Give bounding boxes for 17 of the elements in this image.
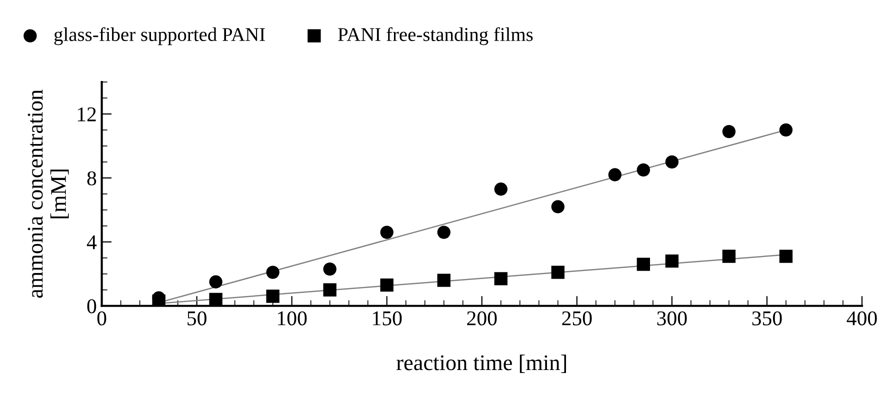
legend-label: PANI free-standing films <box>338 27 533 46</box>
y-tick-label: 12 <box>78 107 96 122</box>
legend-label: glass-fiber supported PANI <box>54 27 265 46</box>
x-axis-title: reaction time [min] <box>396 354 566 374</box>
x-tick-label: 100 <box>278 311 307 326</box>
x-tick-label: 300 <box>657 311 687 326</box>
x-tick-label: 50 <box>188 311 206 326</box>
y-tick-label: 8 <box>87 171 96 186</box>
x-tick-label: 200 <box>467 311 497 326</box>
x-tick-label: 0 <box>97 311 106 326</box>
y-tick-label: 0 <box>87 299 96 314</box>
x-tick-label: 400 <box>846 311 877 326</box>
x-tick-label: 350 <box>752 311 782 326</box>
y-tick-label: 4 <box>86 235 97 250</box>
x-tick-label: 250 <box>562 311 592 326</box>
y-axis-title: ammonia concentration [mM] <box>28 90 69 298</box>
x-tick-label: 150 <box>373 311 402 326</box>
